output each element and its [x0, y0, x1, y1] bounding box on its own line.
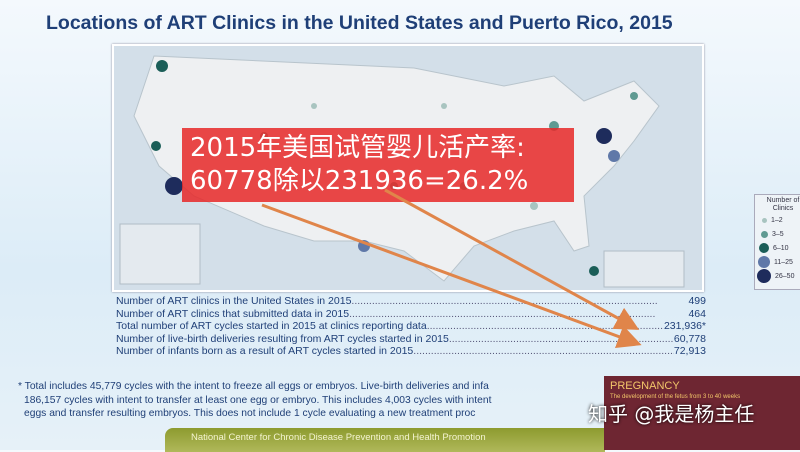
legend-title: Number of Clinics: [766, 197, 800, 212]
legend-item: 26–50: [757, 269, 800, 283]
legend-item: 1–2: [757, 213, 800, 227]
overlay-line2: 60778除以231936=26.2%: [190, 166, 529, 196]
legend-item: 3–5: [757, 227, 800, 241]
footer-banner: National Center for Chronic Disease Prev…: [165, 428, 605, 452]
overlay-line1: 2015年美国试管婴儿活产率:: [190, 133, 525, 163]
watermark: 知乎 @我是杨主任: [588, 402, 755, 426]
stat-row: Number of ART clinics in the United Stat…: [116, 295, 706, 307]
pregnancy-logo: PREGNANCY The development of the fetus f…: [604, 376, 800, 450]
stat-row: Number of infants born as a result of AR…: [116, 345, 706, 357]
annotation-overlay: 2015年美国试管婴儿活产率: 60778除以231936=26.2%: [182, 128, 574, 202]
stat-row: Total number of ART cycles started in 20…: [116, 320, 706, 332]
legend-item: 6–10: [757, 241, 800, 255]
stat-row: Number of live-birth deliveries resultin…: [116, 332, 706, 345]
footnote: * Total includes 45,779 cycles with the …: [18, 381, 492, 419]
page-title: Locations of ART Clinics in the United S…: [46, 12, 673, 34]
map-legend: Number of Clinics 1–2 3–5 6–10 11–25 26–…: [754, 194, 800, 290]
stat-row: Number of ART clinics that submitted dat…: [116, 307, 706, 320]
stats-list: Number of ART clinics in the United Stat…: [116, 295, 706, 358]
legend-item: 11–25: [757, 255, 800, 269]
